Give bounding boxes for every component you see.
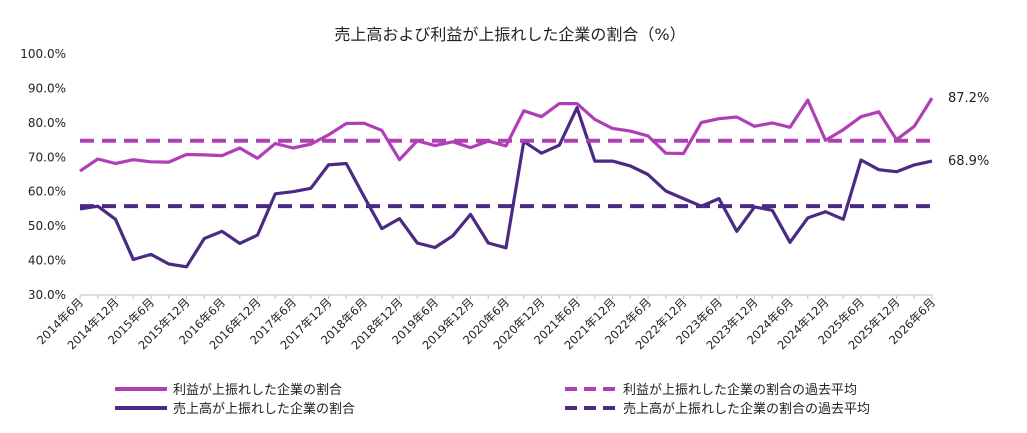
- y-tick-label: 90.0%: [28, 81, 66, 95]
- series-line-0: [79, 97, 934, 173]
- legend-label: 利益が上振れした企業の割合: [173, 382, 342, 398]
- end-value-label: 68.9%: [948, 154, 989, 169]
- y-tick-label: 50.0%: [28, 219, 66, 233]
- legend-label: 利益が上振れした企業の割合の過去平均: [623, 382, 857, 398]
- legend-label: 売上高が上振れした企業の割合: [173, 401, 355, 417]
- legend-label: 売上高が上振れした企業の割合の過去平均: [623, 401, 870, 417]
- y-tick-label: 60.0%: [28, 185, 66, 199]
- y-tick-label: 40.0%: [28, 254, 66, 268]
- x-axis: 2014年6月2014年12月2015年6月2015年12月2016年6月201…: [34, 294, 938, 352]
- series-line-1: [79, 106, 933, 269]
- y-tick-label: 70.0%: [28, 150, 66, 164]
- y-axis: 30.0% 40.0% 50.0% 60.0% 70.0% 80.0% 90.0% 100.0…: [20, 47, 66, 302]
- y-tick-label: 80.0%: [28, 116, 66, 130]
- chart-title: 売上高および利益が上振れした企業の割合（%）: [334, 25, 685, 44]
- y-tick-label: 30.0%: [28, 288, 66, 302]
- y-tick-label: 100.0%: [20, 47, 66, 61]
- end-value-label: 87.2%: [948, 91, 989, 106]
- end-labels: 87.2% 68.9%: [948, 91, 989, 169]
- series-group: [79, 97, 934, 269]
